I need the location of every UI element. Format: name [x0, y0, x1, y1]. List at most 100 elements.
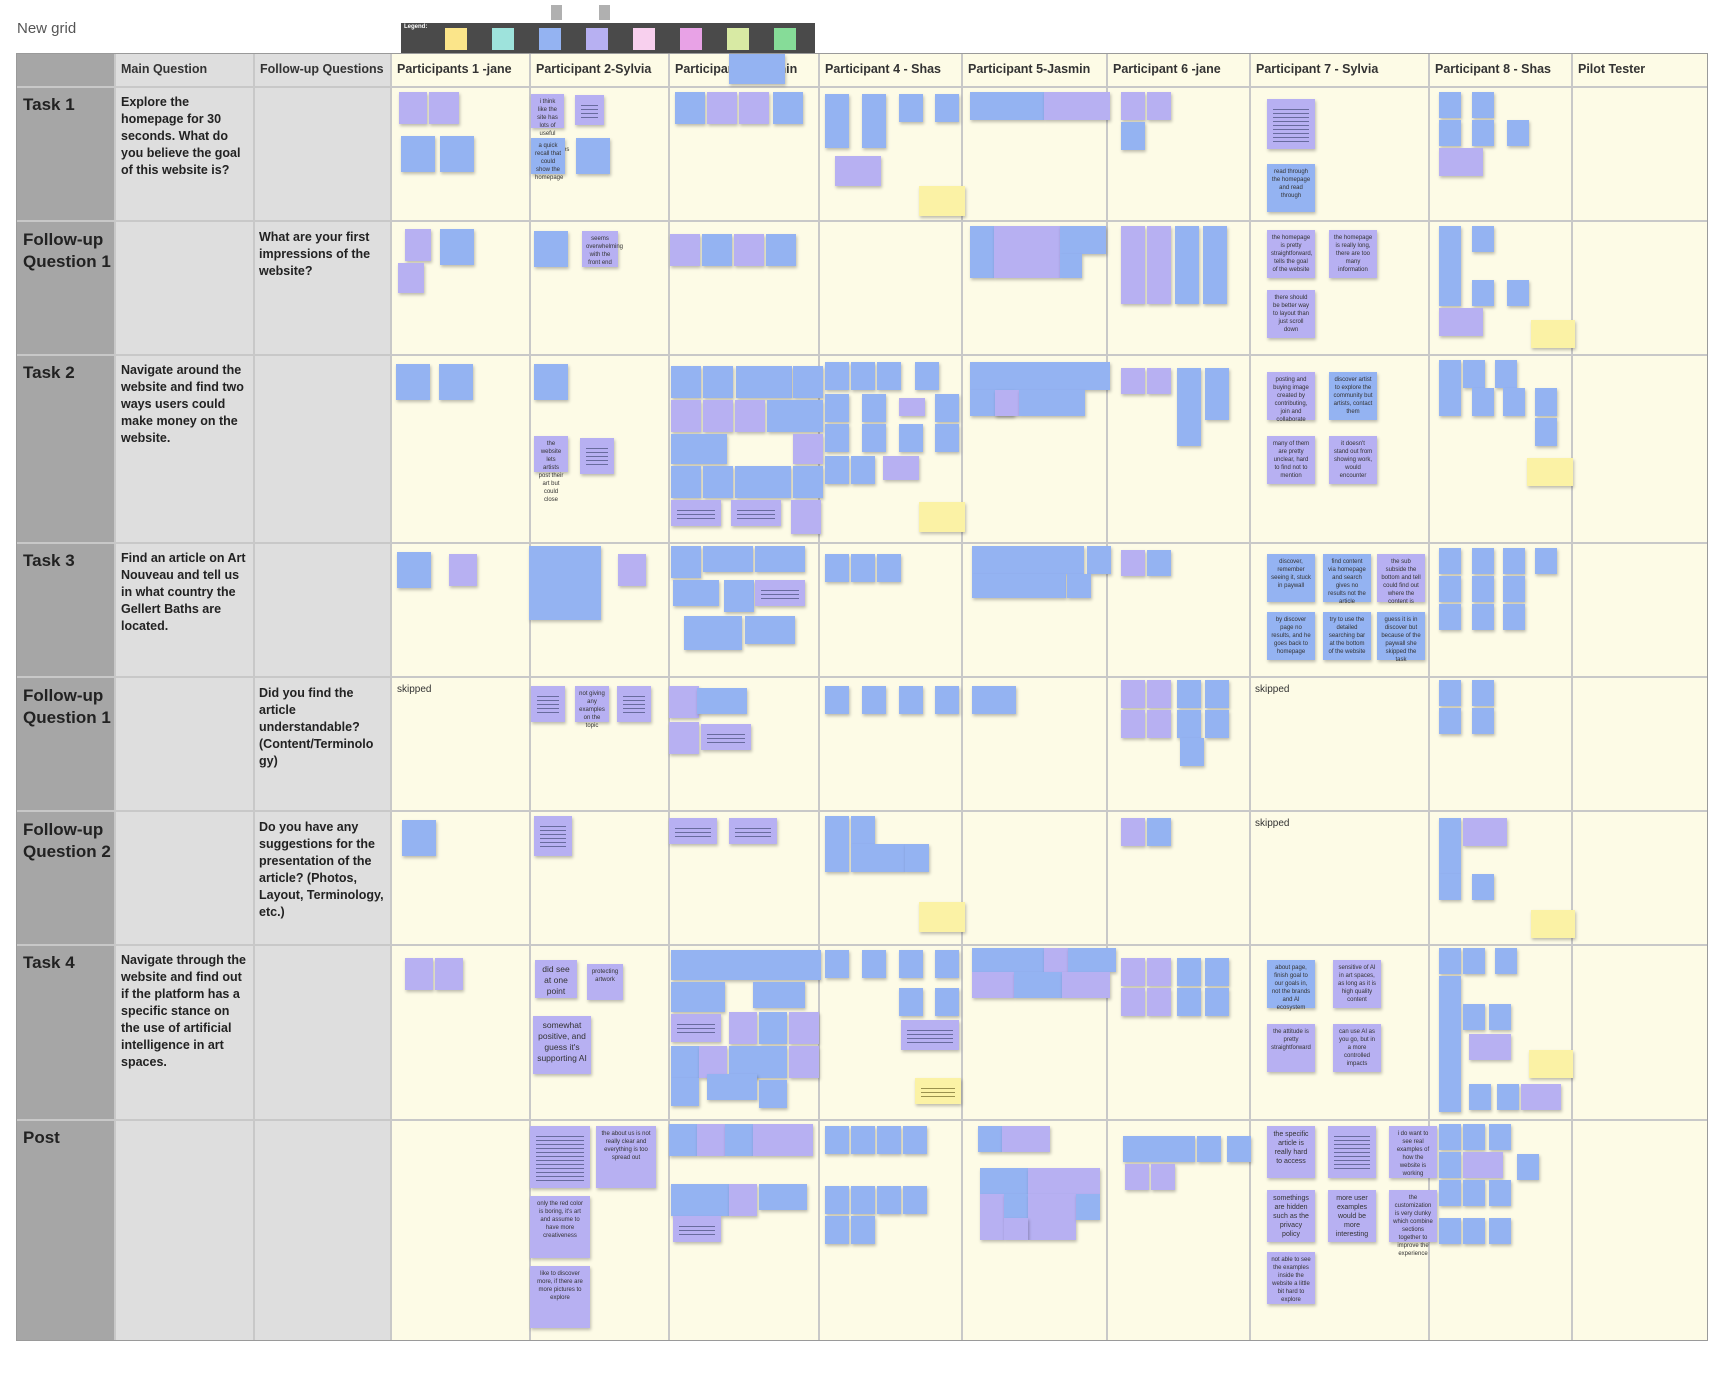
sticky-note[interactable]: [825, 816, 849, 872]
sticky-note[interactable]: [935, 686, 959, 714]
sticky-note[interactable]: [399, 92, 427, 124]
sticky-note[interactable]: [729, 818, 777, 844]
sticky-note[interactable]: [935, 950, 959, 978]
sticky-note[interactable]: [1503, 388, 1525, 416]
sticky-note[interactable]: [671, 366, 701, 398]
sticky-note[interactable]: [877, 554, 901, 582]
sticky-note[interactable]: [1463, 948, 1485, 974]
sticky-note[interactable]: [1044, 92, 1110, 120]
sticky-note[interactable]: [851, 554, 875, 582]
sticky-note[interactable]: can use AI as you go, but in a more cont…: [1333, 1024, 1381, 1072]
sticky-note[interactable]: [1121, 92, 1145, 120]
sticky-note[interactable]: [825, 554, 849, 582]
sticky-note[interactable]: not able to see the examples inside the …: [1267, 1252, 1315, 1304]
sticky-note[interactable]: [851, 456, 875, 484]
sticky-note[interactable]: [995, 390, 1019, 416]
sticky-note[interactable]: [935, 424, 959, 452]
sticky-note[interactable]: [439, 364, 473, 400]
legend-handle[interactable]: [599, 5, 610, 20]
sticky-note[interactable]: [703, 546, 753, 572]
sticky-note[interactable]: [673, 1216, 721, 1242]
sticky-note[interactable]: [1439, 976, 1461, 1112]
sticky-note[interactable]: [1439, 548, 1461, 574]
sticky-note[interactable]: [825, 94, 849, 148]
sticky-note[interactable]: [703, 466, 733, 498]
sticky-note[interactable]: [1463, 360, 1485, 388]
sticky-note[interactable]: [1439, 226, 1461, 306]
sticky-note[interactable]: [1177, 710, 1201, 738]
sticky-note[interactable]: [739, 92, 769, 124]
sticky-note[interactable]: [669, 818, 717, 844]
sticky-note[interactable]: it doesn't stand out from showing work, …: [1329, 436, 1377, 484]
sticky-note[interactable]: [877, 362, 901, 390]
sticky-note[interactable]: [1121, 818, 1145, 846]
sticky-note[interactable]: [1527, 458, 1573, 486]
sticky-note[interactable]: [735, 466, 791, 498]
sticky-note[interactable]: like to discover more, if there are more…: [530, 1266, 590, 1328]
sticky-note[interactable]: [1469, 1034, 1511, 1060]
sticky-note[interactable]: somethings are hidden such as the privac…: [1267, 1190, 1315, 1242]
sticky-note[interactable]: [1151, 1164, 1175, 1190]
sticky-note[interactable]: [529, 546, 601, 620]
sticky-note[interactable]: [1439, 148, 1483, 176]
sticky-note[interactable]: [440, 229, 474, 265]
sticky-note[interactable]: i think like the site has lots of useful…: [531, 94, 569, 153]
sticky-note[interactable]: [825, 686, 849, 714]
sticky-note[interactable]: [731, 500, 781, 526]
sticky-note[interactable]: [972, 546, 1084, 574]
sticky-note[interactable]: [877, 1186, 901, 1214]
sticky-note[interactable]: the homepage is pretty straightforward, …: [1267, 230, 1315, 278]
sticky-note[interactable]: [1121, 226, 1145, 304]
sticky-note[interactable]: [899, 686, 923, 714]
sticky-note[interactable]: [729, 54, 785, 84]
sticky-note[interactable]: [851, 362, 875, 390]
sticky-note[interactable]: [734, 234, 764, 266]
sticky-note[interactable]: [1439, 680, 1461, 706]
sticky-note[interactable]: [1535, 418, 1557, 446]
sticky-note[interactable]: the specific article is really hard to a…: [1267, 1126, 1315, 1178]
sticky-note[interactable]: [1472, 874, 1494, 900]
sticky-note[interactable]: [1147, 680, 1171, 708]
sticky-note[interactable]: [580, 438, 614, 474]
sticky-note[interactable]: [1472, 120, 1494, 146]
sticky-note[interactable]: [1535, 548, 1557, 574]
sticky-note[interactable]: [899, 424, 923, 452]
sticky-note[interactable]: [707, 92, 737, 124]
sticky-note[interactable]: [1521, 1084, 1561, 1110]
sticky-note[interactable]: [1205, 988, 1229, 1016]
sticky-note[interactable]: [530, 1126, 590, 1188]
sticky-note[interactable]: [1177, 988, 1201, 1016]
sticky-note[interactable]: [862, 424, 886, 452]
sticky-note[interactable]: [1147, 226, 1171, 304]
sticky-note[interactable]: [851, 1186, 875, 1214]
sticky-note[interactable]: [1503, 548, 1525, 574]
sticky-note[interactable]: [1463, 1218, 1485, 1244]
sticky-note[interactable]: [935, 988, 959, 1016]
sticky-note[interactable]: [398, 263, 424, 293]
sticky-note[interactable]: [1439, 1180, 1461, 1206]
sticky-note[interactable]: [1463, 1004, 1485, 1030]
sticky-note[interactable]: [671, 950, 821, 980]
sticky-note[interactable]: [575, 95, 604, 125]
sticky-note[interactable]: [903, 1186, 927, 1214]
sticky-note[interactable]: [825, 1126, 849, 1154]
sticky-note[interactable]: [671, 400, 701, 432]
sticky-note[interactable]: [671, 1184, 729, 1216]
sticky-note[interactable]: [402, 820, 436, 856]
sticky-note[interactable]: [1147, 710, 1171, 738]
sticky-note[interactable]: [767, 400, 823, 432]
sticky-note[interactable]: [673, 580, 719, 606]
sticky-note[interactable]: [1004, 1194, 1028, 1218]
sticky-note[interactable]: [1121, 988, 1145, 1016]
sticky-note[interactable]: [435, 958, 463, 990]
sticky-note[interactable]: discover artist to explore the community…: [1329, 372, 1377, 420]
sticky-note[interactable]: [835, 156, 881, 186]
sticky-note[interactable]: [729, 1012, 757, 1044]
sticky-note[interactable]: by discover page no results, and he goes…: [1267, 612, 1315, 660]
sticky-note[interactable]: [1177, 680, 1201, 708]
sticky-note[interactable]: [789, 1046, 819, 1078]
sticky-note[interactable]: [793, 466, 823, 498]
sticky-note[interactable]: [1227, 1136, 1251, 1162]
sticky-note[interactable]: [1147, 550, 1171, 576]
sticky-note[interactable]: [1439, 576, 1461, 602]
